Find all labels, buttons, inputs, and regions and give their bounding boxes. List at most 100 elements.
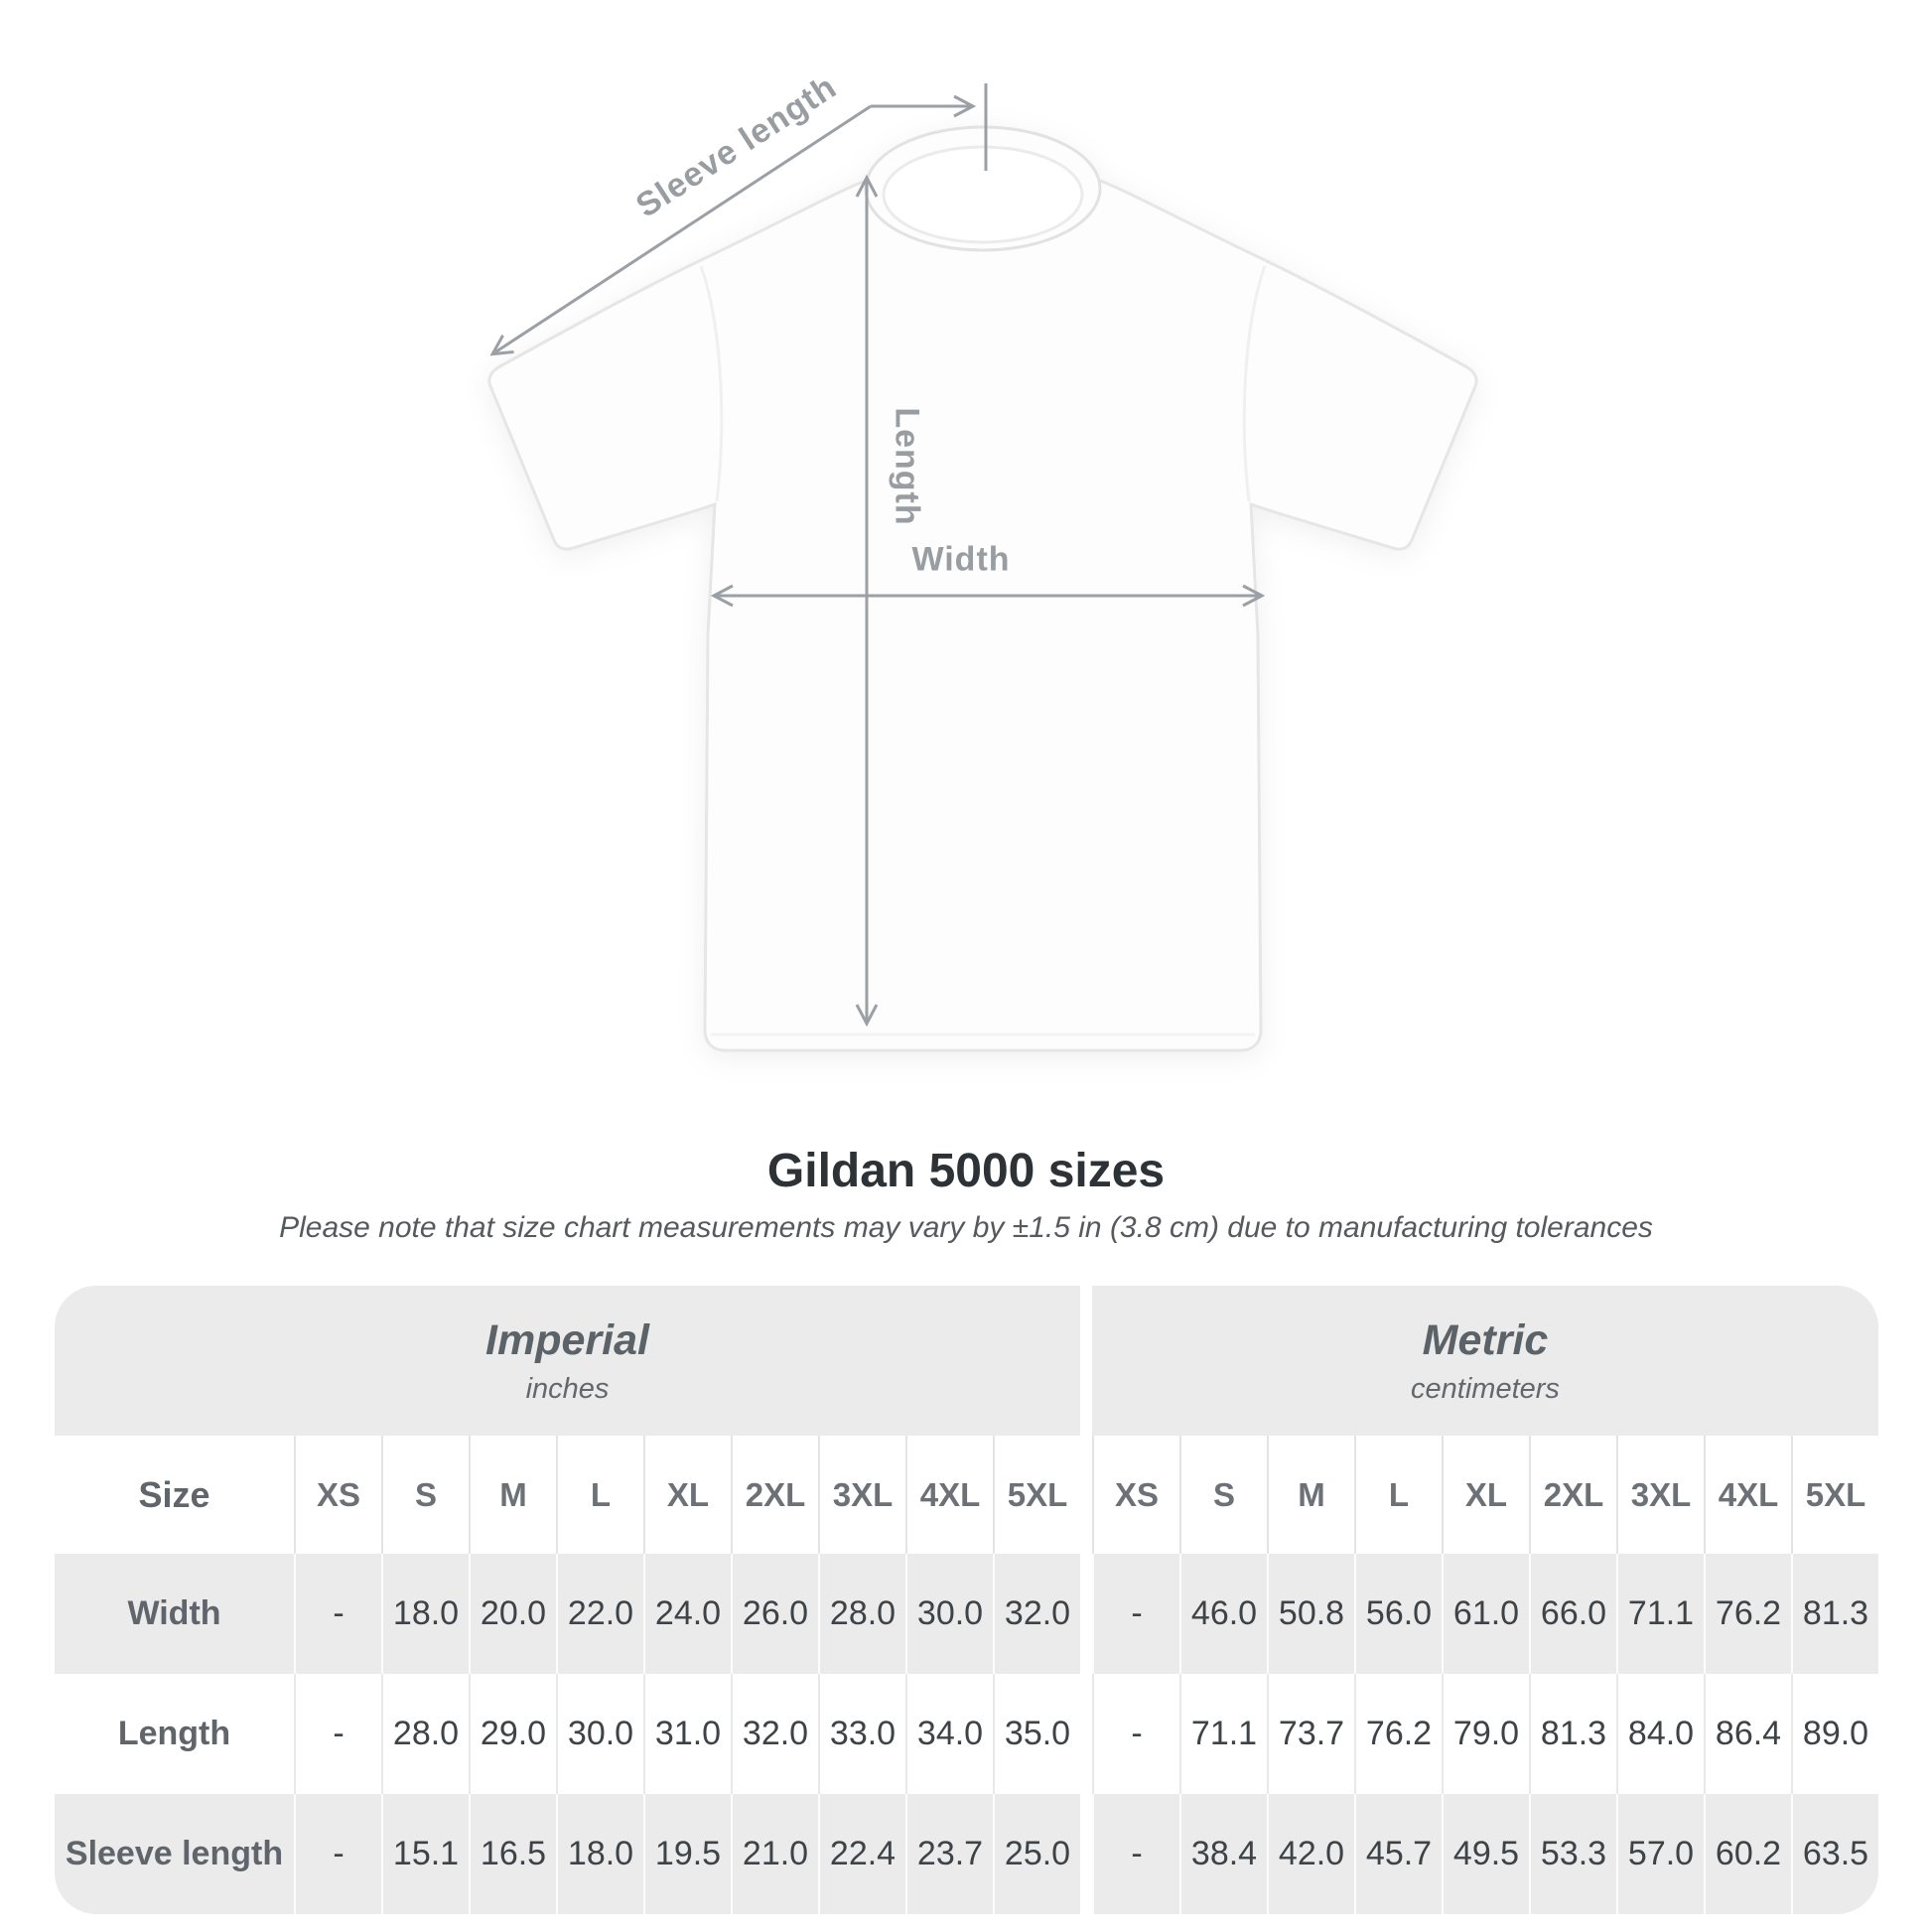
measurement-cell: 30.0 [556,1674,643,1794]
width-metric-values: -46.0 50.8 56.0 61.0 66.0 71.1 76.2 81.3 [1092,1554,1878,1674]
size-header-cell: M [1267,1436,1354,1554]
size-table: Imperial inches Metric centimeters Size … [55,1286,1878,1914]
table-gutter [1080,1436,1092,1554]
size-header-cell: S [1179,1436,1267,1554]
measurement-cell: 25.0 [993,1794,1080,1914]
measurement-cell: 61.0 [1442,1554,1529,1674]
size-column-header: Size [138,1473,210,1515]
measurement-cell: 49.5 [1442,1794,1529,1914]
size-header-row: Size XS S M L XL 2XL 3XL 4XL 5XL XS S M L XL 2XL 3XL 4X… [55,1436,1878,1554]
measurement-cell: 46.0 [1179,1554,1267,1674]
measurement-cell: 66.0 [1529,1554,1616,1674]
measurement-cell: 16.5 [469,1794,556,1914]
measurement-cell: 45.7 [1354,1794,1442,1914]
size-header-cell: XL [1442,1436,1529,1554]
size-header-cell: 2XL [1529,1436,1616,1554]
measurement-cell: 23.7 [905,1794,993,1914]
table-row-length: Length -28.0 29.0 30.0 31.0 32.0 33.0 34.0 35.0… [55,1674,1878,1794]
measurement-cell: 76.2 [1354,1674,1442,1794]
size-header-cell: XS [294,1436,381,1554]
imperial-size-headers: XS S M L XL 2XL 3XL 4XL 5XL [294,1436,1080,1554]
measurement-cell: 28.0 [381,1674,469,1794]
table-gutter [1080,1794,1092,1914]
measurement-cell: 32.0 [993,1554,1080,1674]
measurement-cell: 76.2 [1704,1554,1791,1674]
page-title: Gildan 5000 sizes [766,1145,1166,1197]
measurement-cell: 22.0 [556,1554,643,1674]
sleeve-metric-values: -38.4 42.0 45.7 49.5 53.3 57.0 60.2 63.5 [1092,1794,1878,1914]
row-label-sleeve-length: Sleeve length [55,1794,294,1914]
sleeve-imperial-values: -15.1 16.5 18.0 19.5 21.0 22.4 23.7 25.0 [294,1794,1080,1914]
measurement-cell: 50.8 [1267,1554,1354,1674]
imperial-unit: inches [525,1372,610,1405]
measurement-cell: 32.0 [731,1674,818,1794]
metric-header-block: Metric centimeters [1092,1286,1878,1436]
width-imperial-values: -18.0 20.0 22.0 24.0 26.0 28.0 30.0 32.0 [294,1554,1080,1674]
table-gutter [1080,1554,1092,1674]
collar-inner [882,145,1084,244]
measurement-cell: 42.0 [1267,1794,1354,1914]
measurement-cell: 22.4 [818,1794,905,1914]
unit-header-row: Imperial inches Metric centimeters [55,1286,1878,1436]
measurement-cell: 71.1 [1616,1554,1704,1674]
measurement-cell: 15.1 [381,1794,469,1914]
measurement-cell: - [294,1674,381,1794]
metric-unit: centimeters [1411,1372,1560,1405]
measurement-cell: 81.3 [1791,1554,1878,1674]
measurement-cell: - [1092,1554,1179,1674]
row-label-width: Width [55,1554,294,1674]
sleeve-length-diagonal-arrow [489,104,872,356]
measurement-cell: 34.0 [905,1674,993,1794]
measurement-cell: 18.0 [381,1554,469,1674]
size-header-cell: 3XL [818,1436,905,1554]
measurement-cell: 18.0 [556,1794,643,1914]
row-label-length: Length [117,1715,231,1752]
measurement-cell: 26.0 [731,1554,818,1674]
measurement-cell: 73.7 [1267,1674,1354,1794]
size-header-cell: XS [1092,1436,1179,1554]
measurement-cell: 29.0 [469,1674,556,1794]
measurement-cell: 20.0 [469,1554,556,1674]
measurement-cell: 21.0 [731,1794,818,1914]
length-imperial-values: -28.0 29.0 30.0 31.0 32.0 33.0 34.0 35.0 [294,1674,1080,1794]
length-metric-values: -71.1 73.7 76.2 79.0 81.3 84.0 86.4 89.0 [1092,1674,1878,1794]
left-sleeve-seam [699,265,724,502]
measurement-cell: - [1092,1674,1179,1794]
table-row-sleeve-length: Sleeve length -15.1 16.5 18.0 19.5 21.0 22.4 2… [55,1794,1878,1914]
size-header-cell: 2XL [731,1436,818,1554]
measurement-cell: 71.1 [1179,1674,1267,1794]
metric-title: Metric [1422,1315,1549,1364]
measurement-cell: 57.0 [1616,1794,1704,1914]
tolerance-note: Please note that size chart measurements… [279,1211,1653,1244]
size-header-cell: M [469,1436,556,1554]
tshirt-diagram [487,83,1478,1052]
measurement-cell: 86.4 [1704,1674,1791,1794]
size-header-cell: 5XL [1791,1436,1878,1554]
table-gutter [1080,1286,1092,1436]
measurement-cell: 60.2 [1704,1794,1791,1914]
measurement-cell: - [294,1794,381,1914]
measurement-cell: 35.0 [993,1674,1080,1794]
size-header-cell: 3XL [1616,1436,1704,1554]
table-row-width: Width -18.0 20.0 22.0 24.0 26.0 28.0 30.0 32.0 … [55,1554,1878,1674]
size-header-cell: S [381,1436,469,1554]
measurement-cell: 81.3 [1529,1674,1616,1794]
measurement-cell: 28.0 [818,1554,905,1674]
measurement-cell: 84.0 [1616,1674,1704,1794]
size-header-cell: XL [643,1436,731,1554]
measurement-cell: 38.4 [1179,1794,1267,1914]
measurement-cell: 63.5 [1791,1794,1878,1914]
measurement-cell: 30.0 [905,1554,993,1674]
measurement-cell: 79.0 [1442,1674,1529,1794]
table-gutter [1080,1674,1092,1794]
tshirt-shape [487,125,1478,1052]
measurement-cell: - [294,1554,381,1674]
metric-size-headers: XS S M L XL 2XL 3XL 4XL 5XL [1092,1436,1878,1554]
size-header-cell: L [1354,1436,1442,1554]
measurement-cell: 24.0 [643,1554,731,1674]
length-label: Length [888,407,926,526]
measurement-cell: 33.0 [818,1674,905,1794]
size-header-cell: L [556,1436,643,1554]
measurement-cell: 19.5 [643,1794,731,1914]
measurement-cell: 53.3 [1529,1794,1616,1914]
